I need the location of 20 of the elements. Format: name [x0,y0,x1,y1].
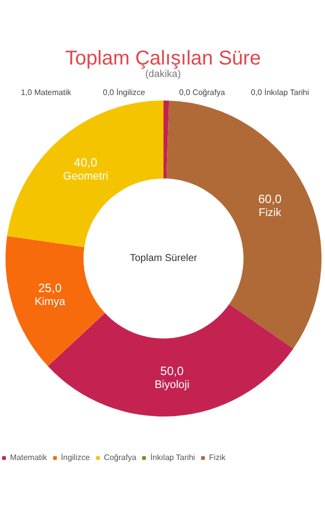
text: 0,0 Coğrafya [179,88,225,97]
chart-title: Toplam Çalışılan Süre [65,48,261,70]
text: Toplam Süreler [130,253,198,264]
text: 0,0 İngilizce [102,88,146,97]
legend-label: Matematik [10,453,47,462]
slice-label: Kimya [34,296,66,308]
text: 1,0 Matematik [20,88,72,97]
legend-label: İngilizce [60,453,90,462]
chart-subtitle: (dakika) [145,69,181,80]
slice-label: Fizik [258,207,282,220]
data-label: 50,0 [160,364,184,378]
legend-label: İnkılap Tarihi [150,453,196,462]
data-label: 60,0 [258,192,282,206]
slice-label: Biyoloji [154,379,190,392]
slice-label: Geometri [62,170,108,183]
data-label: 25,0 [38,281,62,296]
legend-label: Coğrafya [104,453,136,462]
data-label: 40,0 [74,156,98,170]
text: 0,0 İnkılap Tarihi [250,88,309,97]
legend-label: Fizik [209,453,226,462]
